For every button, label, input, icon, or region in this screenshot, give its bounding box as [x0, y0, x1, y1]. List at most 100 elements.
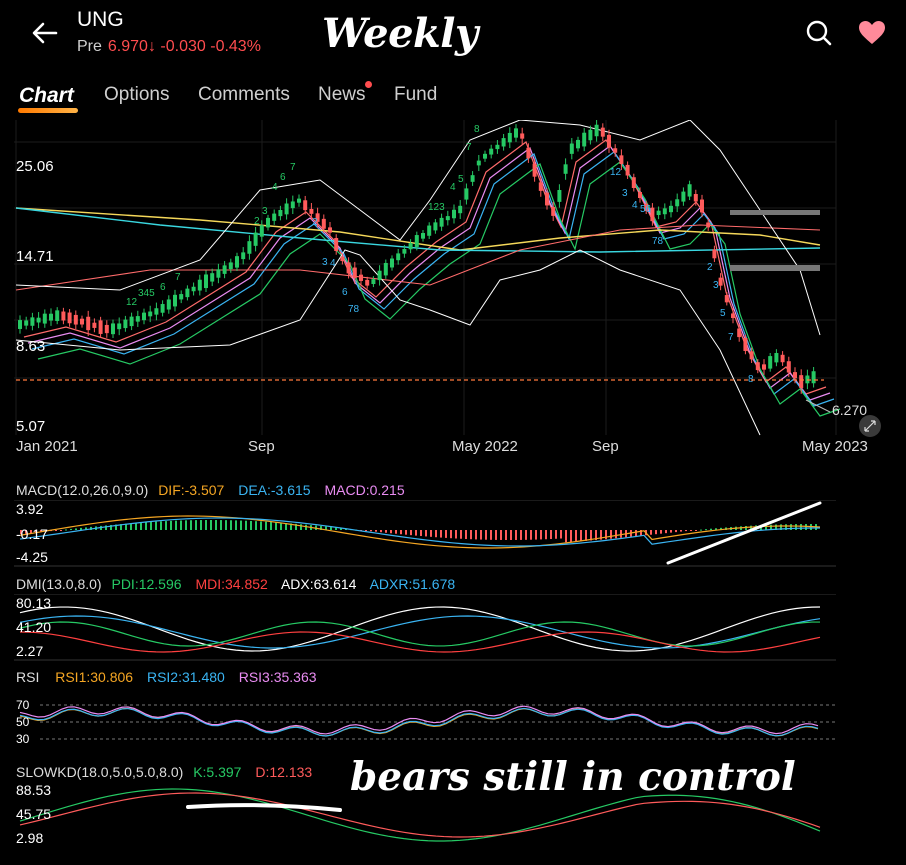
rsi-chart[interactable]: [0, 688, 906, 754]
drawn-trendline: [666, 501, 822, 565]
candle-body-126: [799, 375, 804, 389]
macd-bar-157: [805, 524, 807, 530]
tab-comments[interactable]: Comments: [198, 84, 290, 105]
rsi-y-label-3: 30: [16, 732, 30, 746]
macd-bar-49: [265, 521, 267, 530]
pre-label: Pre: [77, 38, 102, 55]
macd-bar-82: [430, 530, 432, 537]
macd-chart[interactable]: [0, 500, 906, 568]
candle-body-111: [706, 222, 711, 228]
candle-body-82: [526, 147, 531, 159]
candle-body-23: [160, 304, 165, 313]
last-price-label: 6.270: [832, 402, 868, 418]
macd-bar-39: [215, 520, 217, 530]
macd-bar-46: [250, 520, 252, 530]
candle-body-108: [687, 184, 692, 197]
macd-bar-106: [550, 530, 552, 540]
macd-bar-7: [55, 530, 57, 531]
macd-bar-110: [570, 530, 572, 542]
tab-fund[interactable]: Fund: [394, 84, 438, 105]
macd-title: MACD(12.0,26.0,9.0): [16, 482, 149, 498]
macd-bar-111: [575, 530, 577, 542]
ma-long-red: [15, 224, 821, 291]
ma-red: [23, 139, 827, 395]
tab-news[interactable]: News: [318, 84, 366, 105]
candle-body-115: [731, 313, 735, 319]
macd-bar-139: [715, 528, 717, 530]
dmi-mdi: MDI:34.852: [195, 576, 268, 592]
candle-body-78: [501, 138, 506, 147]
candle-body-117: [743, 337, 748, 351]
candle-body-37: [247, 241, 252, 254]
macd-bar-151: [775, 524, 777, 530]
kd-y-label-3: 2.98: [16, 830, 44, 846]
macd-bar-135: [695, 530, 697, 531]
dmi-y-label-2: 41.20: [16, 619, 52, 635]
macd-bar-2: [30, 530, 32, 534]
candlesticks: [18, 120, 816, 394]
candle-body-61: [396, 253, 401, 261]
heart-icon[interactable]: [858, 20, 886, 46]
candle-body-79: [507, 132, 512, 143]
candle-body-68: [439, 217, 444, 227]
candle-body-47: [309, 208, 314, 214]
macd-bar-38: [210, 520, 212, 530]
candle-body-93: [594, 124, 599, 137]
back-arrow-icon[interactable]: [28, 16, 62, 50]
candle-body-77: [495, 144, 500, 150]
candle-body-64: [414, 235, 419, 247]
macd-bar-118: [610, 530, 612, 539]
macd-bar-92: [480, 530, 482, 540]
macd-bar-129: [665, 530, 667, 534]
slowkd-chart[interactable]: [0, 782, 906, 848]
macd-lines: [19, 515, 821, 549]
tab-chart[interactable]: Chart: [19, 84, 74, 107]
macd-bar-50: [270, 521, 272, 530]
macd-bar-44: [240, 520, 242, 530]
seq-blue-6: 3: [622, 188, 628, 199]
candle-body-59: [383, 262, 388, 276]
candle-body-25: [173, 294, 177, 307]
rsi-title-row: RSI RSI1:30.806 RSI2:31.480 RSI3:35.363: [16, 669, 327, 685]
macd-bar-75: [395, 530, 397, 534]
ma-cyan: [15, 207, 821, 253]
candle-body-19: [135, 316, 140, 322]
seq-blue-5: 12: [610, 167, 622, 178]
candle-body-58: [377, 270, 382, 281]
macd-bar-107: [555, 530, 557, 539]
dmi-lines: [19, 606, 821, 653]
candle-body-54: [352, 267, 357, 279]
macd-bar-70: [370, 530, 372, 532]
candle-body-62: [402, 249, 407, 254]
macd-bar-117: [605, 530, 607, 540]
candle-body-20: [142, 312, 146, 321]
macd-bar-156: [800, 524, 802, 530]
search-icon[interactable]: [805, 19, 833, 47]
tab-options[interactable]: Options: [104, 84, 170, 105]
macd-bar-91: [475, 530, 477, 540]
candle-body-122: [774, 353, 779, 363]
bears-annotation: bears still in control: [350, 754, 796, 800]
macd-bar-104: [540, 530, 542, 540]
candle-body-90: [576, 139, 580, 149]
macd-bar-22: [130, 523, 132, 530]
macd-bar-89: [465, 530, 467, 540]
ma-green: [37, 161, 841, 417]
slowkd-title: SLOWKD(18.0,5.0,5.0,8.0): [16, 764, 184, 780]
macd-bar-112: [580, 530, 582, 542]
dmi-chart[interactable]: [0, 594, 906, 662]
weekly-annotation: Weekly: [322, 10, 478, 57]
macd-bar-37: [205, 520, 207, 530]
macd-bar-77: [405, 530, 407, 535]
candle-body-22: [154, 308, 159, 315]
macd-bar-83: [435, 530, 437, 538]
macd-bar-35: [195, 520, 197, 530]
macd-bar-78: [410, 530, 412, 536]
candle-body-41: [272, 213, 277, 221]
candle-body-60: [390, 258, 394, 268]
macd-bar-17: [105, 525, 107, 530]
macd-bar-134: [690, 530, 692, 531]
seq-blue-4: 78: [348, 304, 360, 315]
macd-bar-100: [520, 530, 522, 540]
